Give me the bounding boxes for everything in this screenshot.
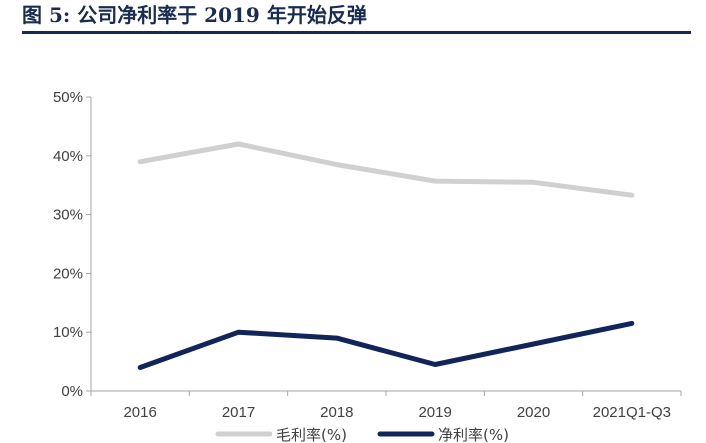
y-tick-label: 40% <box>53 148 83 165</box>
x-tick-label: 2016 <box>123 404 156 421</box>
legend-label: 净利率(%) <box>438 426 509 443</box>
x-tick-label: 2019 <box>418 404 451 421</box>
chart-axes: 0% 10% 20% 30% 40% 50% 2016 2017 2018 2019 2020 202… <box>53 89 682 421</box>
y-tick-label: 10% <box>53 324 83 341</box>
y-tick-label: 30% <box>53 207 83 224</box>
series-line-1 <box>137 141 635 198</box>
x-tick-label: 2020 <box>517 404 550 421</box>
title-divider <box>22 31 691 34</box>
figure-title: 图 5: 公司净利率于 2019 年开始反弹 <box>22 3 367 27</box>
series-line-2 <box>137 320 635 370</box>
y-tick-label: 20% <box>53 265 83 282</box>
x-tick-label: 2018 <box>320 404 353 421</box>
chart-series <box>137 141 635 370</box>
chart-legend: 毛利率(%) 净利率(%) <box>215 426 509 443</box>
y-tick-label: 50% <box>53 89 83 106</box>
x-tick-label: 2021Q1-Q3 <box>593 404 671 421</box>
x-tick-label: 2017 <box>222 404 255 421</box>
y-tick-label: 0% <box>61 383 83 400</box>
legend-label: 毛利率(%) <box>276 426 347 443</box>
